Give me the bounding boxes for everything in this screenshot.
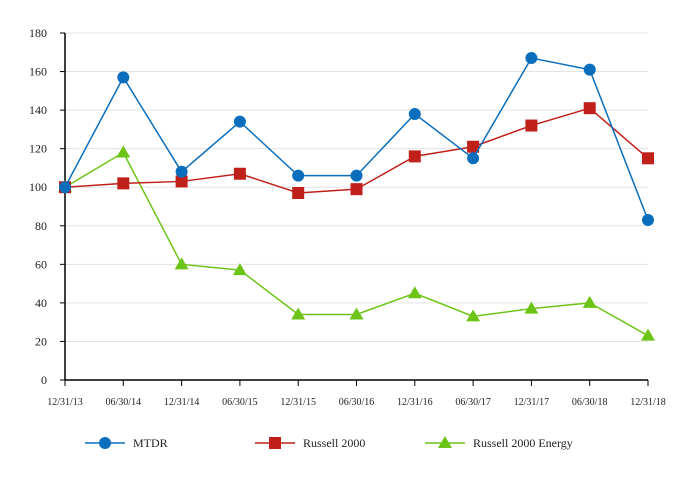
y-tick-label: 60 <box>35 257 47 271</box>
data-point-circle <box>59 181 71 194</box>
y-tick-label: 20 <box>35 334 47 348</box>
data-point-circle <box>583 63 596 76</box>
data-point-circle <box>292 169 305 182</box>
x-tick-label: 06/30/17 <box>455 397 491 408</box>
data-point-circle <box>642 213 654 226</box>
series-mtdr <box>59 52 654 226</box>
x-tick-label: 12/31/18 <box>630 397 666 408</box>
series-group <box>58 52 655 341</box>
data-point-circle <box>525 52 538 65</box>
legend-entry: Russell 2000 Energy <box>425 436 573 450</box>
legend-label: Russell 2000 Energy <box>473 436 573 450</box>
y-tick-label: 80 <box>35 219 47 233</box>
data-point-triangle <box>232 263 247 276</box>
x-tick-label: 06/30/16 <box>339 397 375 408</box>
data-point-triangle <box>291 307 306 320</box>
y-tick-label: 40 <box>35 296 47 310</box>
legend-label: MTDR <box>133 436 168 450</box>
data-point-square <box>117 177 130 190</box>
y-tick-label: 140 <box>29 103 47 117</box>
y-tick-label: 160 <box>29 65 47 79</box>
data-point-square <box>408 150 421 163</box>
legend-entry: Russell 2000 <box>255 436 365 450</box>
data-point-triangle <box>174 257 189 270</box>
data-point-square <box>583 102 596 115</box>
x-tick-label: 06/30/14 <box>106 397 142 408</box>
data-point-triangle <box>349 307 364 320</box>
y-axis: 0 20 40 60 80 100 120 140 160 180 <box>29 26 66 387</box>
data-point-circle <box>99 437 111 449</box>
legend-label: Russell 2000 <box>303 436 365 450</box>
data-point-square <box>269 437 281 449</box>
data-point-triangle <box>524 301 539 314</box>
data-point-circle <box>350 169 363 182</box>
data-point-square <box>350 183 363 196</box>
series-line <box>64 57 649 221</box>
y-tick-label: 120 <box>29 142 47 156</box>
x-tick-label: 12/31/17 <box>514 397 550 408</box>
legend-entry: MTDR <box>85 436 168 450</box>
data-point-square <box>292 187 305 200</box>
data-point-square <box>175 175 188 188</box>
data-point-square <box>642 152 654 165</box>
x-axis: 12/31/13 06/30/14 12/31/14 06/30/15 12/31/15… <box>47 379 666 408</box>
data-point-triangle <box>116 145 131 158</box>
y-tick-label: 0 <box>41 373 47 387</box>
x-tick-label: 12/31/16 <box>397 397 433 408</box>
y-tick-label: 100 <box>29 180 47 194</box>
data-point-square <box>525 119 538 132</box>
x-tick-label: 12/31/15 <box>280 397 316 408</box>
data-point-triangle <box>466 309 481 322</box>
data-point-circle <box>233 115 246 128</box>
x-tick-label: 06/30/18 <box>572 397 608 408</box>
data-point-circle <box>117 71 130 84</box>
series-russell-2000 <box>59 102 654 200</box>
data-point-circle <box>175 165 188 178</box>
legend: MTDR Russell 2000 Russell 2000 Energy <box>85 436 573 450</box>
x-tick-label: 06/30/15 <box>222 397 258 408</box>
data-point-triangle <box>438 436 452 448</box>
x-tick-label: 12/31/14 <box>164 397 200 408</box>
data-point-triangle <box>582 295 597 308</box>
data-point-circle <box>467 152 480 165</box>
data-point-triangle <box>407 286 422 299</box>
x-tick-label: 12/31/13 <box>47 397 83 408</box>
data-point-circle <box>408 107 421 120</box>
y-tick-label: 180 <box>29 26 47 40</box>
data-point-triangle <box>641 328 655 341</box>
data-point-square <box>233 167 246 180</box>
data-point-square <box>467 140 480 153</box>
